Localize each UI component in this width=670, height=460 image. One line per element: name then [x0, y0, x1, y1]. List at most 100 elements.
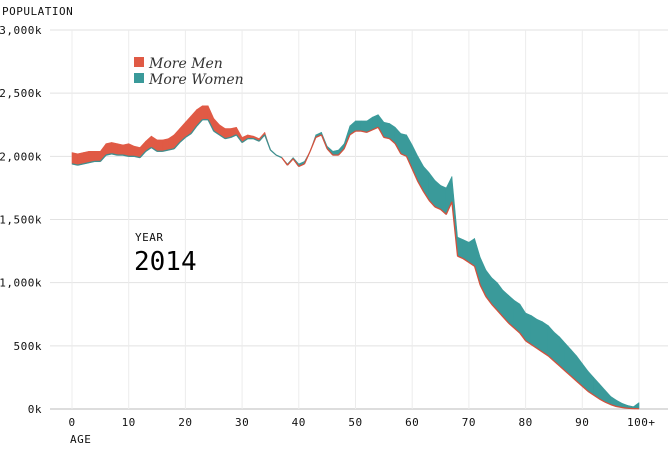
boundary-line-segment — [111, 153, 118, 156]
more-men-area-segment — [207, 105, 215, 132]
boundary-line-segment — [185, 133, 192, 138]
boundary-line-segment — [298, 163, 305, 168]
boundary-line-segment — [491, 303, 498, 311]
boundary-line-segment — [213, 130, 220, 136]
boundary-line-segment — [513, 327, 521, 334]
boundary-line-segment — [122, 154, 129, 157]
more-men-area-segment — [162, 138, 169, 152]
more-women-area-segment — [355, 120, 362, 132]
boundary-line-segment — [190, 125, 198, 134]
x-tick-label: 20 — [178, 416, 192, 429]
boundary-line-segment — [564, 370, 572, 377]
boundary-line-segment — [320, 134, 328, 149]
boundary-line-segment — [411, 168, 419, 182]
boundary-line-segment — [496, 310, 504, 318]
more-women-area-segment — [383, 121, 390, 139]
boundary-line-segment — [105, 153, 112, 156]
boundary-line-segment — [264, 134, 272, 151]
more-women-area-segment — [474, 238, 481, 286]
legend-label-more-men: More Men — [148, 56, 223, 72]
more-women-area-segment — [542, 321, 549, 357]
more-women-area-segment — [468, 238, 475, 267]
boundary-line-segment — [525, 340, 532, 346]
y-tick-label: 500k — [14, 340, 43, 353]
more-women-area-segment — [332, 149, 339, 156]
year-label: YEAR — [135, 231, 164, 244]
y-tick-label: 2,500k — [0, 87, 42, 100]
boundary-line-segment — [71, 163, 78, 166]
x-tick-label: 80 — [518, 416, 532, 429]
x-tick-label: 40 — [292, 416, 306, 429]
more-women-area-segment — [457, 236, 464, 259]
boundary-line-segment — [88, 160, 95, 164]
boundary-line-segment — [207, 119, 215, 132]
more-men-area-segment — [156, 139, 164, 152]
y-tick-label: 0k — [28, 403, 42, 416]
legend-swatch-more-women — [134, 73, 144, 83]
y-tick-label: 2,000k — [0, 150, 42, 163]
boundary-line-segment — [473, 266, 481, 286]
boundary-line-segment — [587, 390, 595, 396]
more-men-area-segment — [122, 143, 129, 157]
more-men-area-segment — [128, 143, 135, 157]
boundary-line-segment — [179, 136, 186, 143]
more-men-area-segment — [202, 105, 209, 120]
boundary-line-segment — [547, 355, 555, 362]
boundary-line-segment — [621, 406, 628, 409]
boundary-line-segment — [502, 316, 510, 324]
boundary-line-segment — [383, 136, 390, 140]
boundary-line-segment — [349, 130, 356, 136]
boundary-line-segment — [451, 201, 459, 257]
more-women-area-segment — [633, 402, 640, 410]
boundary-line-segment — [389, 138, 396, 145]
y-tick-label: 1,500k — [0, 214, 42, 227]
boundary-line-segment — [361, 130, 367, 133]
boundary-line-segment — [428, 200, 436, 208]
boundary-line-segment — [377, 126, 385, 138]
boundary-line-segment — [468, 261, 475, 267]
boundary-line-segment — [434, 206, 441, 210]
boundary-line-segment — [162, 149, 169, 152]
x-tick-label: 70 — [462, 416, 476, 429]
boundary-line-segment — [559, 365, 566, 372]
boundary-line-segment — [241, 138, 249, 143]
boundary-line-segment — [83, 162, 90, 165]
boundary-line-segment — [230, 134, 237, 138]
boundary-line-segment — [372, 126, 379, 131]
boundary-line-segment — [77, 163, 84, 166]
more-women-area-segment — [525, 312, 532, 345]
boundary-line-segment — [173, 142, 181, 150]
boundary-line-segment — [258, 134, 266, 142]
boundary-line-segment — [99, 154, 107, 162]
y-tick-label: 1,000k — [0, 277, 42, 290]
boundary-line-segment — [309, 137, 317, 152]
boundary-line-segment — [553, 360, 561, 367]
boundary-line-segment — [616, 405, 623, 409]
boundary-line-segment — [519, 332, 527, 342]
boundary-line-segment — [417, 181, 425, 193]
boundary-line-segment — [570, 375, 578, 382]
x-tick-label: 10 — [122, 416, 136, 429]
y-tick-label: 3,000k — [0, 24, 42, 37]
more-women-area-segment — [547, 325, 555, 362]
x-tick-label: 90 — [575, 416, 589, 429]
boundary-line-segment — [405, 156, 413, 170]
x-axis-ticks: 0 10 20 30 40 50 60 70 80 90 100+ — [68, 416, 655, 429]
boundary-line-segment — [610, 403, 617, 408]
boundary-line-segment — [485, 296, 493, 305]
boundary-line-segment — [275, 154, 283, 159]
boundary-line-segment — [536, 347, 543, 353]
legend: More Men More Women — [134, 56, 244, 88]
boundary-line-segment — [422, 191, 430, 201]
boundary-line-segment — [581, 385, 589, 392]
boundary-line-segment — [315, 134, 322, 138]
boundary-line-segment — [145, 146, 152, 152]
boundary-line-segment — [462, 258, 470, 263]
more-women-area-segment — [400, 133, 407, 157]
boundary-line-segment — [235, 134, 243, 143]
boundary-line-segment — [394, 143, 402, 155]
boundary-line-segment — [168, 148, 175, 151]
more-men-area-segment — [117, 143, 124, 156]
boundary-line-segment — [292, 158, 300, 167]
more-men-area-segment — [236, 126, 243, 143]
